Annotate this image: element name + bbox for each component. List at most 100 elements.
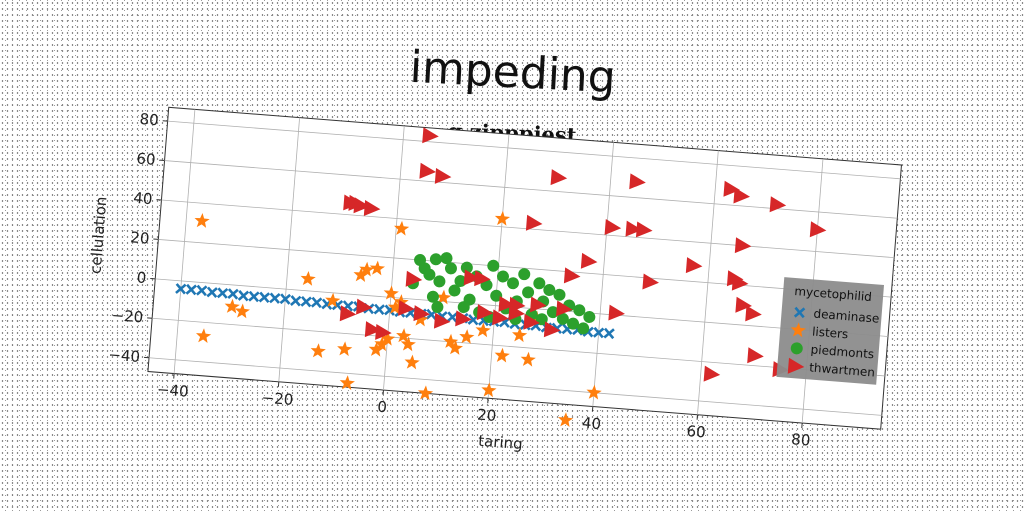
x-tick: −40 <box>156 373 189 401</box>
thwartmen-point <box>422 127 439 144</box>
x-tick: 0 <box>377 390 388 416</box>
piedmonts-point <box>518 268 531 281</box>
legend-marker-thwartmen <box>787 357 805 374</box>
listers-point <box>374 336 390 352</box>
y-tick-label: −40 <box>108 346 141 366</box>
series-thwartmen <box>339 127 827 382</box>
thwartmen-point <box>398 299 415 316</box>
legend-item-piedmonts: piedmonts <box>790 342 875 361</box>
listers-point <box>396 328 412 343</box>
deaminase-point <box>290 295 302 307</box>
piedmonts-point <box>546 306 559 319</box>
deaminase-point <box>258 291 271 304</box>
thwartmen-point <box>419 162 436 179</box>
thwartmen-point <box>734 237 752 254</box>
deaminase-point <box>237 290 250 302</box>
piedmonts-point <box>556 312 569 325</box>
deaminase-point <box>196 284 208 297</box>
y-tick: −20 <box>111 306 153 327</box>
listers-point <box>339 375 355 391</box>
thwartmen-point <box>523 313 540 330</box>
listers-point <box>394 220 410 236</box>
grid-line-y <box>167 120 901 180</box>
y-tick-label: 20 <box>130 228 150 247</box>
deaminase-point <box>206 286 218 298</box>
listers-point <box>353 267 369 283</box>
thwartmen-point <box>508 304 525 321</box>
listers-point <box>417 385 434 401</box>
thwartmen-point <box>433 312 451 329</box>
y-tick: 20 <box>130 228 159 248</box>
deaminase-point <box>300 295 312 308</box>
y-axis-ticks: −40 −20 0 20 40 60 80 <box>108 110 168 366</box>
piedmonts-point <box>507 277 520 290</box>
thwartmen-point <box>809 221 827 238</box>
listers-point <box>475 322 491 338</box>
piedmonts-point <box>533 277 546 290</box>
piedmonts-point <box>440 252 453 265</box>
x-tick: 40 <box>581 406 602 433</box>
piedmonts-point <box>429 253 442 266</box>
piedmonts-point <box>543 284 556 297</box>
y-tick-label: 40 <box>133 189 153 208</box>
listers-point <box>359 261 375 277</box>
thwartmen-point <box>731 274 749 291</box>
deaminase-point <box>185 283 197 296</box>
listers-point <box>368 341 384 357</box>
x-tick-label: −20 <box>261 389 294 409</box>
piedmonts-point <box>567 317 580 330</box>
listers-point <box>310 343 326 358</box>
thwartmen-point <box>353 197 371 214</box>
thwartmen-point <box>625 220 643 237</box>
listers-point <box>443 333 459 349</box>
thwartmen-point <box>733 187 751 204</box>
thwartmen-point <box>550 169 568 186</box>
listers-point <box>383 285 399 301</box>
y-tick-label: −20 <box>111 306 144 326</box>
thwartmen-point <box>769 196 787 213</box>
piedmonts-point <box>522 286 535 299</box>
y-tick: 60 <box>136 149 165 169</box>
legend-marker-piedmonts <box>790 342 803 355</box>
thwartmen-point <box>608 304 625 321</box>
thwartmen-point <box>563 267 581 284</box>
listers-point <box>494 210 511 226</box>
thwartmen-point <box>474 270 491 287</box>
listers-point <box>234 303 250 319</box>
y-tick: −40 <box>108 346 150 366</box>
thwartmen-point <box>356 298 373 315</box>
listers-point <box>586 384 602 400</box>
deaminase-point <box>216 287 229 299</box>
piedmonts-point <box>496 270 509 283</box>
thwartmen-point <box>463 269 481 286</box>
y-tick: 40 <box>133 189 162 208</box>
piedmonts-point <box>433 275 446 288</box>
listers-point <box>436 289 452 305</box>
thwartmen-point <box>434 167 452 184</box>
thwartmen-point <box>530 296 547 313</box>
deaminase-point <box>279 293 291 305</box>
deaminase-point <box>310 296 323 309</box>
legend-label: listers <box>812 325 849 342</box>
piedmonts-point <box>457 301 470 314</box>
thwartmen-point <box>543 321 561 338</box>
x-tick: −20 <box>261 381 294 409</box>
grid-line-y <box>149 357 882 416</box>
y-axis-label: cellulation <box>86 196 110 275</box>
grid-line-y <box>155 278 889 337</box>
thwartmen-point <box>375 323 392 340</box>
deaminase-point <box>269 292 281 304</box>
listers-point <box>387 299 403 315</box>
x-tick-label: 20 <box>477 406 497 425</box>
listers-point <box>494 347 510 363</box>
thwartmen-point <box>364 321 382 338</box>
deaminase-point <box>248 290 260 303</box>
thwartmen-point <box>339 305 357 322</box>
listers-point <box>481 382 497 398</box>
piedmonts-point <box>490 289 503 302</box>
listers-point <box>300 270 316 286</box>
x-axis-label: taring <box>478 432 524 453</box>
legend-item-listers: listers <box>790 322 849 341</box>
thwartmen-point <box>747 347 764 364</box>
